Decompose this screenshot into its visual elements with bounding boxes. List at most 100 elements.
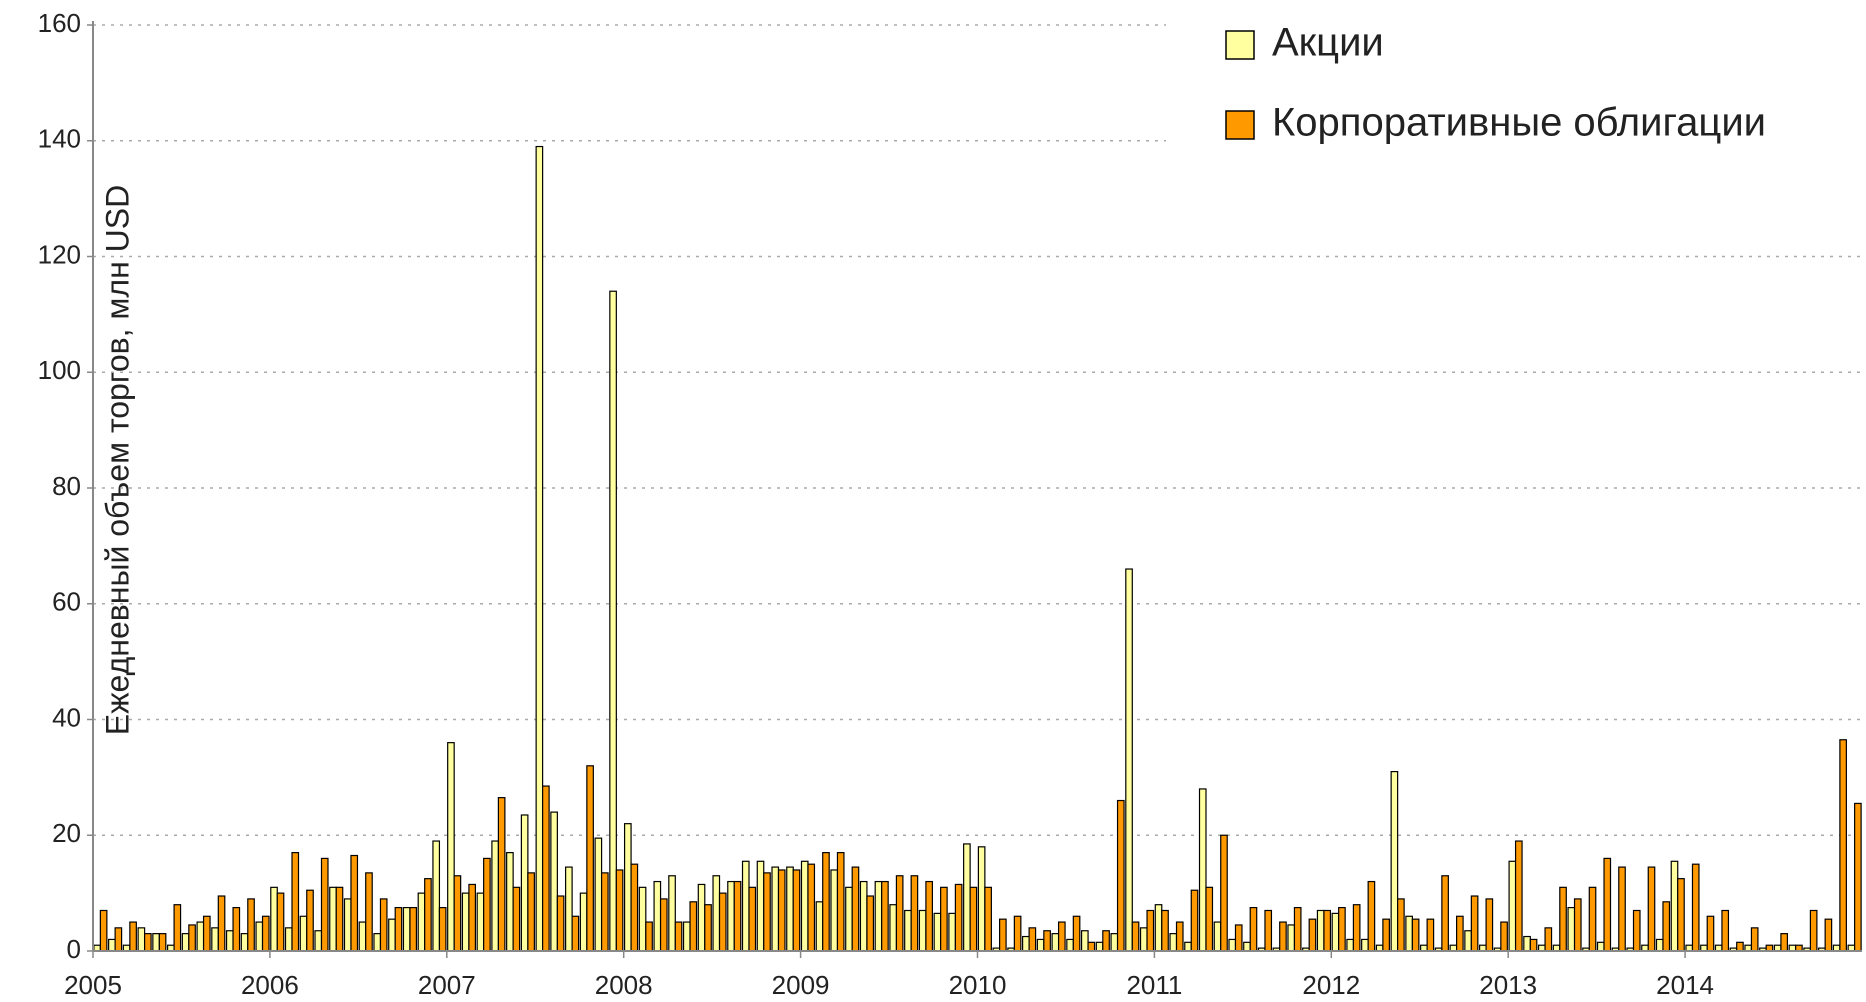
x-tick-label: 2014 xyxy=(1656,970,1714,1000)
bar xyxy=(999,918,1007,952)
bar xyxy=(1367,880,1376,952)
bar xyxy=(329,886,337,952)
bar xyxy=(615,869,624,952)
bar xyxy=(1279,921,1287,952)
bar xyxy=(777,869,786,952)
bar xyxy=(1028,927,1037,952)
bar xyxy=(1514,840,1523,952)
bar xyxy=(556,895,565,952)
bar xyxy=(866,895,875,952)
bar xyxy=(969,886,978,952)
bar xyxy=(1736,941,1744,952)
bar xyxy=(1655,938,1664,952)
bar xyxy=(1426,918,1435,952)
bar xyxy=(535,145,544,952)
bar xyxy=(299,915,308,952)
bar xyxy=(712,875,721,952)
bar xyxy=(925,880,933,952)
bar xyxy=(1390,770,1399,952)
bar xyxy=(1464,930,1472,952)
bar xyxy=(1588,886,1597,952)
bar xyxy=(571,915,580,952)
bar xyxy=(609,290,617,952)
bar xyxy=(718,892,727,952)
bar xyxy=(1670,860,1679,952)
bar xyxy=(910,875,919,952)
bar xyxy=(1169,933,1178,952)
bar xyxy=(402,906,411,952)
bar xyxy=(689,901,698,952)
bar xyxy=(845,886,853,952)
bar xyxy=(1397,898,1405,952)
bar xyxy=(497,797,506,952)
bar xyxy=(255,921,264,952)
y-tick-label: 80 xyxy=(52,471,81,501)
bar xyxy=(792,869,801,952)
bar xyxy=(697,883,706,952)
bar xyxy=(1022,935,1030,952)
bar xyxy=(918,909,927,952)
bar xyxy=(741,860,750,952)
bar xyxy=(108,938,116,952)
bar xyxy=(1854,802,1862,952)
bar xyxy=(1441,875,1449,952)
bar xyxy=(314,930,323,952)
y-tick-label: 100 xyxy=(38,355,81,385)
bar xyxy=(977,846,986,952)
bar xyxy=(232,906,241,952)
bar xyxy=(1839,739,1847,952)
bar xyxy=(645,921,653,952)
bar xyxy=(217,895,226,952)
bar xyxy=(859,880,868,952)
bar xyxy=(291,852,300,952)
y-tick-label: 120 xyxy=(38,239,81,269)
bar xyxy=(881,880,889,952)
bar xyxy=(1411,918,1420,952)
x-tick-label: 2009 xyxy=(772,970,830,1000)
bar xyxy=(830,869,839,952)
bar xyxy=(320,857,329,952)
bar xyxy=(815,901,824,952)
bar xyxy=(1087,941,1096,952)
bar xyxy=(659,898,668,952)
bar xyxy=(453,875,462,952)
bar xyxy=(1662,901,1671,952)
bar xyxy=(1213,921,1222,952)
bar xyxy=(1013,915,1022,952)
bar xyxy=(1596,941,1605,952)
bar xyxy=(895,875,904,952)
bar xyxy=(1198,788,1207,952)
bar xyxy=(963,843,971,952)
x-tick-label: 2013 xyxy=(1479,970,1537,1000)
bar xyxy=(343,898,352,952)
bar xyxy=(1750,927,1759,952)
bar xyxy=(483,857,491,952)
bar xyxy=(550,811,558,952)
legend-label: Корпоративные облигации xyxy=(1272,101,1766,145)
bar xyxy=(1316,909,1325,952)
bar xyxy=(904,909,912,952)
bar xyxy=(1647,866,1656,952)
bar xyxy=(520,814,529,952)
bar xyxy=(1146,909,1155,952)
bar xyxy=(1780,933,1789,952)
bar xyxy=(1102,930,1110,952)
bar xyxy=(674,921,683,952)
bar xyxy=(984,886,992,952)
bar xyxy=(586,765,594,952)
bar xyxy=(1544,927,1553,952)
bar xyxy=(461,892,470,952)
bar xyxy=(1323,909,1332,952)
bar xyxy=(1338,906,1346,952)
bar xyxy=(1175,921,1184,952)
bar xyxy=(1618,866,1626,952)
bar xyxy=(1057,921,1066,952)
bar xyxy=(1331,912,1340,952)
bar xyxy=(800,860,809,952)
bar xyxy=(491,840,499,952)
bar xyxy=(1523,935,1531,952)
bar xyxy=(276,892,285,952)
bar xyxy=(373,933,382,952)
bar xyxy=(158,933,167,952)
bar xyxy=(417,892,426,952)
